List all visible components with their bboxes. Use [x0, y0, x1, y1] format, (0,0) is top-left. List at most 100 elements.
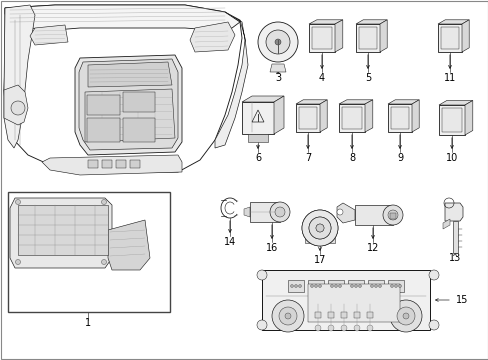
Polygon shape — [319, 100, 326, 132]
Polygon shape — [85, 89, 175, 142]
Circle shape — [314, 325, 320, 331]
Polygon shape — [273, 96, 284, 134]
Text: 16: 16 — [265, 243, 278, 253]
Polygon shape — [387, 104, 411, 132]
Polygon shape — [341, 107, 361, 129]
Polygon shape — [438, 105, 464, 135]
Polygon shape — [347, 280, 363, 292]
Polygon shape — [269, 64, 285, 72]
Text: 14: 14 — [224, 237, 236, 247]
Circle shape — [257, 320, 266, 330]
Polygon shape — [311, 27, 331, 49]
Polygon shape — [88, 160, 98, 168]
Polygon shape — [87, 95, 120, 115]
Text: 17: 17 — [313, 255, 325, 265]
Polygon shape — [334, 20, 342, 52]
Circle shape — [387, 210, 397, 220]
Polygon shape — [249, 202, 280, 222]
Circle shape — [102, 199, 106, 204]
Circle shape — [338, 284, 341, 288]
Polygon shape — [364, 100, 372, 132]
Circle shape — [269, 202, 289, 222]
Polygon shape — [441, 108, 461, 132]
Circle shape — [314, 284, 317, 288]
Polygon shape — [130, 160, 140, 168]
Polygon shape — [123, 118, 155, 142]
Polygon shape — [452, 221, 457, 253]
Polygon shape — [4, 85, 28, 125]
Circle shape — [398, 284, 401, 288]
Circle shape — [265, 30, 289, 54]
Polygon shape — [215, 12, 247, 148]
Polygon shape — [379, 20, 386, 52]
Text: 4: 4 — [318, 73, 325, 83]
Circle shape — [374, 284, 377, 288]
Circle shape — [279, 307, 296, 325]
Circle shape — [274, 39, 281, 45]
Circle shape — [428, 320, 438, 330]
Polygon shape — [355, 20, 386, 24]
Circle shape — [394, 284, 397, 288]
Circle shape — [366, 325, 372, 331]
Circle shape — [11, 101, 25, 115]
Polygon shape — [18, 205, 108, 255]
Circle shape — [308, 217, 330, 239]
Circle shape — [308, 217, 330, 239]
Polygon shape — [79, 59, 178, 150]
Polygon shape — [242, 102, 273, 134]
Polygon shape — [340, 312, 346, 318]
Polygon shape — [440, 27, 458, 49]
Text: 1: 1 — [85, 318, 91, 328]
Polygon shape — [411, 100, 418, 132]
Polygon shape — [123, 92, 155, 112]
Polygon shape — [461, 20, 468, 52]
Polygon shape — [87, 118, 120, 142]
Circle shape — [389, 300, 421, 332]
Circle shape — [294, 284, 297, 288]
Circle shape — [358, 284, 361, 288]
Polygon shape — [242, 96, 284, 102]
Polygon shape — [390, 107, 408, 129]
Polygon shape — [295, 100, 326, 104]
Polygon shape — [327, 280, 343, 292]
Polygon shape — [295, 104, 319, 132]
Circle shape — [302, 210, 337, 246]
Polygon shape — [108, 220, 150, 270]
Text: 2: 2 — [81, 285, 88, 295]
Polygon shape — [387, 100, 418, 104]
Polygon shape — [464, 100, 472, 135]
Circle shape — [258, 22, 297, 62]
Polygon shape — [437, 20, 468, 24]
Polygon shape — [314, 312, 320, 318]
Circle shape — [290, 284, 293, 288]
Polygon shape — [4, 5, 35, 148]
Circle shape — [327, 325, 333, 331]
Polygon shape — [338, 104, 364, 132]
Polygon shape — [308, 24, 334, 52]
Polygon shape — [287, 280, 304, 292]
Circle shape — [396, 307, 414, 325]
Circle shape — [350, 284, 353, 288]
Circle shape — [271, 300, 304, 332]
Circle shape — [354, 284, 357, 288]
Polygon shape — [442, 219, 449, 229]
Circle shape — [318, 284, 321, 288]
Text: 9: 9 — [396, 153, 402, 163]
Polygon shape — [308, 20, 342, 24]
Polygon shape — [247, 134, 267, 142]
Circle shape — [428, 270, 438, 280]
Polygon shape — [437, 24, 461, 52]
Polygon shape — [10, 198, 112, 268]
Text: 13: 13 — [448, 253, 460, 263]
Polygon shape — [116, 160, 126, 168]
Polygon shape — [336, 203, 354, 223]
Bar — [262, 270, 429, 330]
Text: 12: 12 — [366, 243, 378, 253]
Circle shape — [330, 284, 333, 288]
Polygon shape — [4, 5, 242, 172]
Circle shape — [310, 284, 313, 288]
Polygon shape — [438, 100, 472, 105]
Circle shape — [257, 270, 266, 280]
Text: 3: 3 — [274, 73, 281, 83]
Circle shape — [370, 284, 373, 288]
